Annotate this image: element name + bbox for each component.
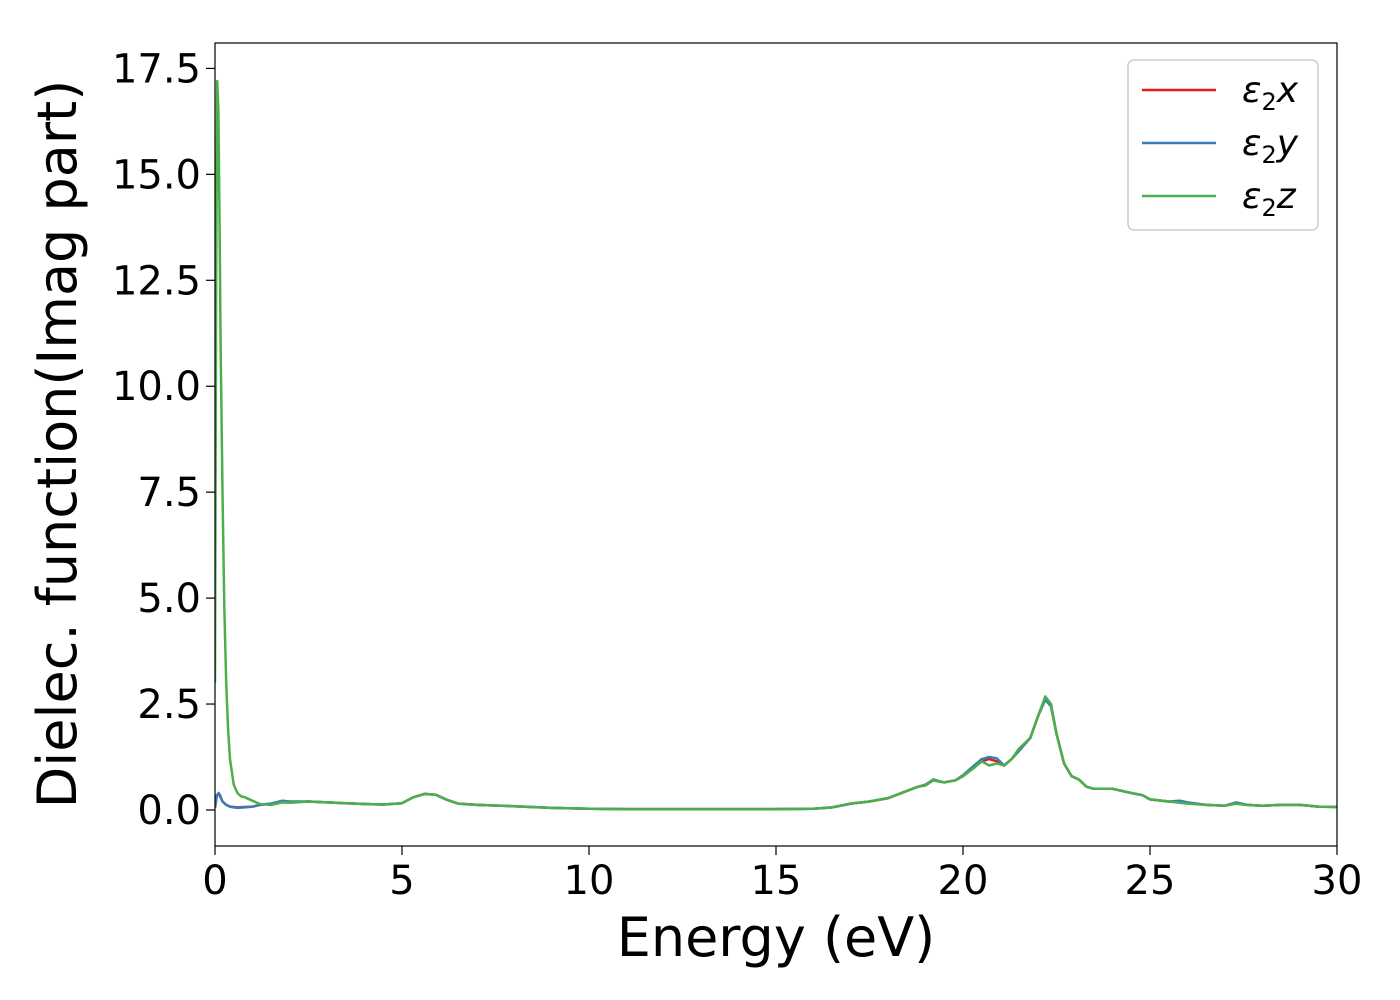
series-layer bbox=[215, 79, 1337, 811]
series-line-z bbox=[215, 79, 1337, 811]
legend-box bbox=[1127, 59, 1319, 231]
x-tick-label: 0 bbox=[202, 858, 227, 904]
y-tick-label: 17.5 bbox=[112, 46, 201, 92]
x-tick-label: 20 bbox=[938, 858, 989, 904]
y-axis-title: Dielec. function(Imag part) bbox=[26, 80, 89, 809]
legend-label-x: ε2x bbox=[1242, 70, 1299, 116]
x-axis: 0 5 10 15 20 25 30 bbox=[202, 846, 1362, 904]
y-tick-label: 10.0 bbox=[112, 364, 201, 410]
y-tick-label: 0.0 bbox=[137, 788, 201, 834]
x-tick-label: 10 bbox=[564, 858, 615, 904]
x-tick-label: 30 bbox=[1312, 858, 1363, 904]
y-tick-label: 7.5 bbox=[137, 470, 201, 516]
y-tick-label: 2.5 bbox=[137, 682, 201, 728]
y-tick-label: 15.0 bbox=[112, 152, 201, 198]
legend-label-y: ε2y bbox=[1242, 123, 1299, 169]
x-tick-label: 25 bbox=[1125, 858, 1176, 904]
y-axis: 0.0 2.5 5.0 7.5 10.0 12.5 15.0 17.5 bbox=[112, 46, 215, 834]
x-tick-label: 15 bbox=[751, 858, 802, 904]
legend: ε2x ε2y ε2z bbox=[1127, 59, 1319, 231]
legend-label-z: ε2z bbox=[1242, 176, 1297, 222]
y-tick-label: 12.5 bbox=[112, 258, 201, 304]
x-axis-title: Energy (eV) bbox=[617, 906, 936, 969]
y-tick-label: 5.0 bbox=[137, 576, 201, 622]
x-tick-label: 5 bbox=[389, 858, 414, 904]
